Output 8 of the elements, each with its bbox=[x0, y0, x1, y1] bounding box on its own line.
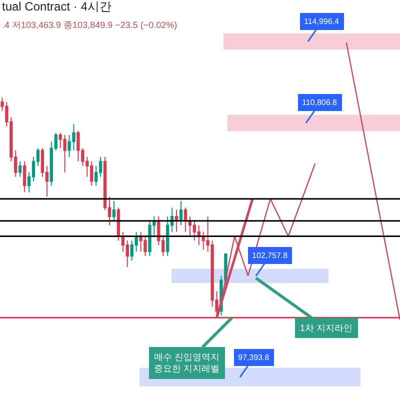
text: 1차 지지라인 bbox=[300, 323, 353, 333]
band-label: 110,806.8 bbox=[302, 98, 338, 107]
band-label: 102,757.8 bbox=[252, 251, 288, 260]
chart-subtitle: .4 저103,463.9 종103,849.9 −23.5 (−0.02%) bbox=[2, 20, 178, 30]
band-label: 114,996.4 bbox=[304, 17, 340, 26]
band-label: 97,393.8 bbox=[238, 353, 270, 362]
text: 매수 진입영역지 중요한 지지레벨 bbox=[154, 352, 220, 374]
chart-title: tual Contract · 4시간 bbox=[2, 0, 112, 14]
